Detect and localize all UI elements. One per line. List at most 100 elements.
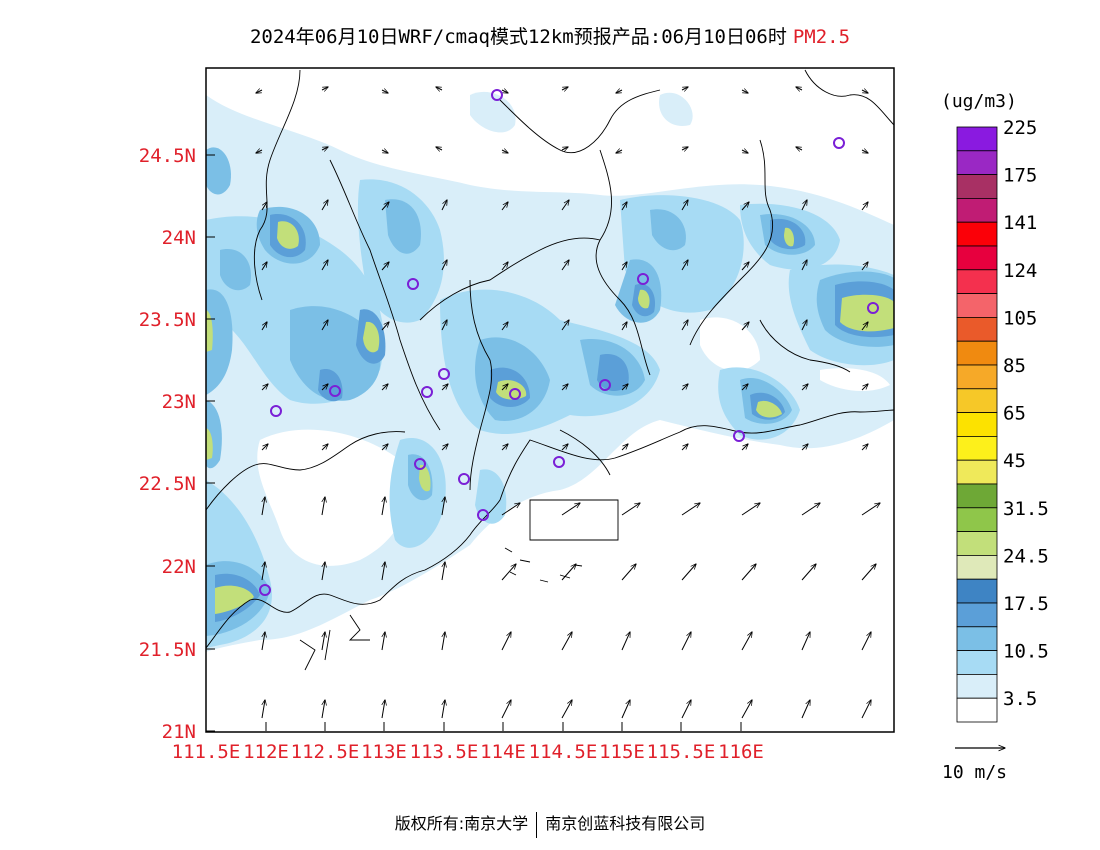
lon-label: 111.5E	[172, 741, 241, 763]
color-legend: 3.5 10.5 17.5 24.5 31.5 45 65 85 105 124 141 175 225…	[942, 117, 1049, 783]
wind-arrow	[261, 444, 268, 451]
lat-label: 21N	[162, 721, 196, 743]
legend-level-label: 10.5	[1003, 641, 1049, 663]
wind-arrow	[381, 384, 388, 391]
wind-arrow	[501, 564, 516, 581]
wind-arrow	[321, 260, 328, 271]
wind-arrow	[621, 444, 628, 451]
wind-arrow	[382, 632, 385, 651]
wind-arrow	[321, 147, 328, 150]
lat-label: 21.5N	[139, 639, 196, 661]
station-marker	[259, 584, 271, 596]
lon-label: 113E	[361, 741, 407, 763]
wind-arrow	[801, 632, 810, 651]
wind-arrow	[741, 564, 756, 581]
wind-arrow	[561, 632, 572, 651]
legend-swatch	[956, 412, 998, 437]
station-markers	[259, 89, 879, 596]
wind-arrow	[681, 632, 691, 651]
wind-arrow	[441, 384, 448, 391]
lat-label: 24N	[162, 227, 196, 249]
wind-arrow	[381, 90, 388, 93]
wind-arrow	[861, 632, 871, 651]
wind-arrow	[801, 320, 807, 331]
station-marker	[270, 405, 282, 417]
wind-arrow	[322, 700, 325, 719]
wind-arrow	[561, 700, 572, 719]
lat-label: 22.5N	[139, 473, 196, 495]
wind-arrow	[861, 700, 871, 719]
legend-level-label: 24.5	[1003, 545, 1049, 567]
wind-arrow	[321, 444, 328, 451]
wind-arrow	[262, 632, 265, 651]
station-marker	[867, 302, 879, 314]
wind-arrow	[741, 202, 749, 211]
legend-swatch	[956, 483, 998, 509]
wind-arrow	[436, 87, 443, 90]
wind-arrow	[382, 497, 385, 516]
wind-arrow	[801, 564, 816, 581]
wind-arrow	[441, 200, 447, 211]
wind-arrow	[741, 503, 760, 516]
wind-arrow	[621, 503, 640, 516]
wind-arrow	[256, 150, 263, 153]
wind-arrow	[501, 202, 508, 211]
legend-swatch	[956, 197, 998, 223]
legend-swatch	[956, 388, 998, 413]
wind-arrow	[261, 262, 267, 271]
station-marker	[599, 379, 611, 391]
station-marker	[438, 368, 450, 380]
wind-arrow	[262, 562, 265, 581]
wind-arrow	[681, 700, 691, 719]
legend-level-label: 65	[1003, 403, 1026, 425]
legend-swatch	[956, 650, 998, 675]
wind-arrow	[861, 444, 868, 451]
wind-arrow	[561, 200, 569, 211]
wind-vectors	[256, 87, 880, 719]
wind-arrow	[561, 384, 568, 391]
wind-arrow	[322, 497, 325, 516]
station-marker	[407, 278, 419, 290]
legend-swatch	[956, 364, 998, 390]
legend-swatch	[956, 507, 998, 532]
legend-swatch	[956, 459, 998, 485]
pm25-concentration-field	[206, 91, 894, 674]
legend-swatch	[956, 340, 998, 366]
map-frame	[205, 67, 895, 733]
legend-level-label: 225	[1003, 117, 1037, 139]
wind-arrow	[501, 700, 511, 719]
legend-level-label: 31.5	[1003, 498, 1049, 520]
station-marker	[414, 458, 426, 470]
legend-swatch	[956, 245, 998, 271]
wind-arrow	[321, 384, 328, 391]
wind-arrow	[621, 262, 627, 271]
wind-arrow	[796, 87, 803, 90]
wind-arrow	[321, 320, 328, 331]
wind-arrow	[321, 87, 328, 90]
footer-company: 南京创蓝科技有限公司	[545, 814, 706, 833]
station-marker	[509, 388, 521, 400]
wind-arrow	[681, 147, 688, 150]
title-main: 2024年06月10日WRF/cmaq模式12km预报产品:06月10日06时	[249, 26, 787, 48]
wind-arrow	[501, 262, 508, 271]
station-marker	[733, 430, 745, 442]
lon-label: 114E	[480, 741, 526, 763]
legend-swatch	[956, 626, 998, 651]
wind-arrow	[381, 202, 389, 211]
legend-swatch	[956, 435, 998, 461]
wind-arrow	[621, 202, 627, 211]
legend-swatch	[956, 269, 998, 294]
wind-arrow	[801, 200, 807, 211]
legend-swatch	[956, 126, 998, 152]
wind-arrow	[801, 503, 820, 516]
wind-arrow	[741, 384, 748, 391]
wind-arrow	[801, 700, 810, 719]
wind-arrow	[621, 632, 630, 651]
station-marker	[637, 273, 649, 285]
legend-swatch	[956, 697, 998, 723]
wind-arrow	[441, 260, 447, 271]
wind-arrow	[561, 503, 580, 516]
wind-arrow	[741, 444, 748, 451]
wind-arrow	[256, 90, 263, 93]
wind-arrow	[681, 564, 696, 581]
